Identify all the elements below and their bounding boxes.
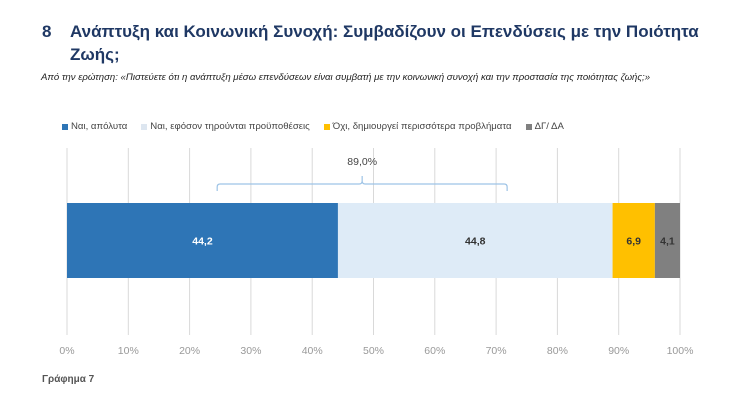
legend-swatch bbox=[323, 123, 330, 130]
legend-item: Όχι, δημιουργεί περισσότερα προβλήματα bbox=[323, 121, 512, 132]
data-label: 44,8 bbox=[465, 236, 486, 248]
question-subtitle: Από την ερώτηση: «Πιστεύετε ότι η ανάπτυ… bbox=[41, 72, 651, 83]
bar-segment bbox=[654, 203, 680, 278]
x-tick-label: 40% bbox=[302, 345, 323, 357]
x-tick-label: 0% bbox=[59, 345, 74, 357]
data-label: 44,2 bbox=[192, 236, 213, 248]
data-label: 6,9 bbox=[626, 236, 641, 248]
legend-label: Όχι, δημιουργεί περισσότερα προβλήματα bbox=[332, 121, 512, 132]
legend-label: Ναι, εφόσον τηρούνται προϋποθέσεις bbox=[150, 121, 310, 132]
legend-swatch bbox=[141, 123, 148, 130]
legend: Ναι, απόλυτα Ναι, εφόσον τηρούνται προϋπο… bbox=[62, 121, 564, 132]
data-label: 4,1 bbox=[660, 236, 675, 248]
legend-item: ΔΓ/ ΔΑ bbox=[525, 121, 564, 132]
x-tick-label: 70% bbox=[486, 345, 507, 357]
legend-item: Ναι, εφόσον τηρούνται προϋποθέσεις bbox=[141, 121, 310, 132]
section-number: 8 bbox=[42, 22, 52, 41]
x-tick-label: 100% bbox=[667, 345, 694, 357]
title-text: Ανάπτυξη και Κοινωνική Συνοχή: Συμβαδίζο… bbox=[70, 22, 699, 64]
x-tick-label: 50% bbox=[363, 345, 384, 357]
legend-swatch bbox=[525, 123, 532, 130]
legend-label: Ναι, απόλυτα bbox=[71, 121, 128, 132]
x-tick-label: 10% bbox=[118, 345, 139, 357]
figure-caption: Γράφημα 7 bbox=[42, 374, 95, 385]
legend-label: ΔΓ/ ΔΑ bbox=[534, 121, 564, 132]
x-tick-label: 20% bbox=[179, 345, 200, 357]
x-tick-label: 30% bbox=[240, 345, 261, 357]
bar-segment bbox=[612, 203, 655, 278]
bar-segment bbox=[337, 203, 613, 278]
x-tick-label: 80% bbox=[547, 345, 568, 357]
x-tick-label: 90% bbox=[608, 345, 629, 357]
brace-annotation bbox=[216, 176, 508, 191]
annotation-label: 89,0% bbox=[347, 156, 377, 168]
legend-item: Ναι, απόλυτα bbox=[62, 121, 127, 132]
x-tick-label: 60% bbox=[424, 345, 445, 357]
bar-segment bbox=[67, 203, 338, 278]
legend-swatch bbox=[62, 123, 68, 130]
